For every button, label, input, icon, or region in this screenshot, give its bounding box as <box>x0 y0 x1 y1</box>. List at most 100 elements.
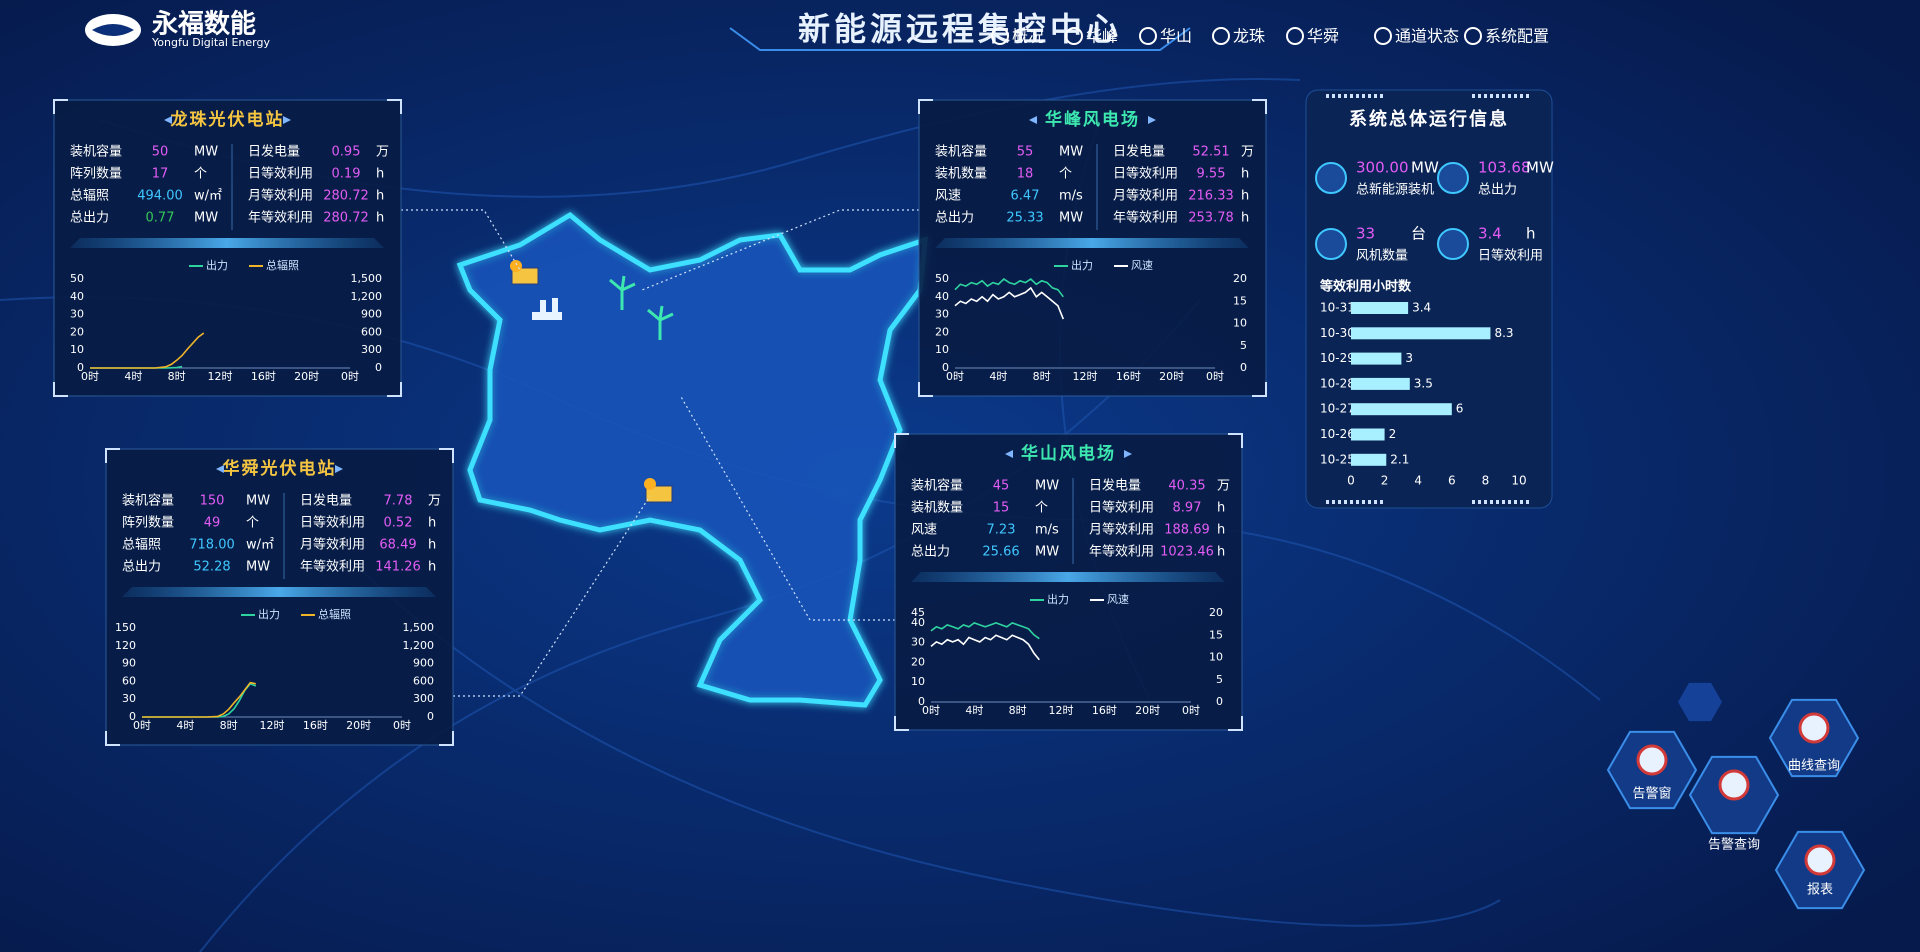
stat-value: 718.00 <box>189 538 235 553</box>
x-tick-label: 0时 <box>393 719 411 732</box>
button-label[interactable]: 告警窗 <box>1632 786 1671 802</box>
y2-tick-label: 300 <box>361 343 382 356</box>
button-icon[interactable] <box>1636 744 1668 776</box>
stat-label: 月等效利用 <box>300 537 365 553</box>
bar <box>1351 327 1491 340</box>
action-button[interactable]: 曲线查询 <box>1768 698 1860 778</box>
panel-bg <box>1305 89 1553 509</box>
stat-unit: h <box>376 211 384 226</box>
bar <box>1351 352 1402 365</box>
panel-corner <box>105 731 120 746</box>
panel-corner <box>387 99 402 114</box>
stat-value: 17 <box>152 167 169 182</box>
nav-icon[interactable] <box>1286 27 1304 45</box>
action-button[interactable]: 告警查询 <box>1688 755 1780 853</box>
stat-label: 装机容量 <box>70 144 122 160</box>
stat-value: 494.00 <box>137 189 183 204</box>
nav-icon[interactable] <box>1374 27 1392 45</box>
stat-unit: w/㎡ <box>194 189 222 204</box>
stat-value: 52.28 <box>193 560 230 575</box>
y-tick-label: 30 <box>911 636 925 649</box>
panel-corner <box>1252 382 1267 397</box>
action-button[interactable]: 告警窗 <box>1606 730 1698 810</box>
y-tick-label: 30 <box>70 308 84 321</box>
value-label: 2.1 <box>1390 452 1409 466</box>
button-icon[interactable] <box>1798 712 1830 744</box>
stat-icon <box>1437 162 1469 194</box>
nav-icon[interactable] <box>1139 27 1157 45</box>
y-tick-label: 0 <box>129 710 136 723</box>
stat-value: 7.78 <box>384 494 413 509</box>
panel-corner <box>439 448 454 463</box>
action-button[interactable]: 报表 <box>1774 830 1866 910</box>
stat-value: 141.26 <box>375 560 421 575</box>
nav-icon[interactable] <box>1065 27 1083 45</box>
x-tick-label: 16时 <box>1092 704 1117 717</box>
nav-item[interactable]: 概况 <box>991 27 1044 46</box>
nav-label[interactable]: 华峰 <box>1086 27 1118 46</box>
legend-label: 风速 <box>1107 593 1129 606</box>
nav-item[interactable]: 龙珠 <box>1212 27 1265 46</box>
y2-tick-label: 5 <box>1240 339 1247 352</box>
y-tick-label: 50 <box>935 272 949 285</box>
button-icon[interactable] <box>1718 769 1750 801</box>
nav-item[interactable]: 华峰 <box>1065 27 1118 46</box>
stat-value: 25.33 <box>1006 211 1043 226</box>
stat-label: 风速 <box>935 189 961 204</box>
x-tick-label: 8时 <box>1033 370 1051 383</box>
button-label[interactable]: 曲线查询 <box>1788 759 1840 774</box>
nav-label[interactable]: 华舜 <box>1307 27 1339 46</box>
button-icon[interactable] <box>1804 844 1836 876</box>
stat-label: 总出力 <box>122 560 161 575</box>
x-tick-label: 0时 <box>133 719 151 732</box>
nav-item[interactable]: 通道状态 <box>1374 27 1459 46</box>
x-tick-label: 0时 <box>1206 370 1224 383</box>
page-title: 新能源远程集控中心 <box>798 10 1122 48</box>
stat-value: 1023.46 <box>1160 545 1214 560</box>
stat-value: 50 <box>152 145 169 160</box>
button-label[interactable]: 报表 <box>1807 883 1833 898</box>
header: 永福数能 Yongfu Digital Energy 新能源远程集控中心 <box>0 9 1920 56</box>
stat-value: 300.00 <box>1356 159 1409 177</box>
stat-value: 280.72 <box>323 189 369 204</box>
panel-corner <box>918 99 933 114</box>
nav-label[interactable]: 龙珠 <box>1233 27 1265 46</box>
x-tick-label: 0时 <box>946 370 964 383</box>
x-tick-label: 0时 <box>1182 704 1200 717</box>
nav-icon[interactable] <box>991 27 1009 45</box>
y-tick-label: 30 <box>122 692 136 705</box>
x-tick-label: 16时 <box>251 370 276 383</box>
stat-unit: h <box>376 167 384 182</box>
nav-icon[interactable] <box>1212 27 1230 45</box>
deco-bar <box>122 587 436 597</box>
legend-label: 风速 <box>1131 259 1153 272</box>
stat-value: 0.52 <box>384 516 413 531</box>
stat-unit: 个 <box>1035 501 1048 516</box>
stat-icon <box>1315 162 1347 194</box>
y-tick-label: 40 <box>935 290 949 303</box>
nav-item[interactable]: 华舜 <box>1286 27 1339 46</box>
stat-value: 52.51 <box>1192 145 1229 160</box>
y-tick-label: 10 <box>911 675 925 688</box>
y2-tick-label: 15 <box>1209 628 1223 641</box>
stat-unit: h <box>428 538 436 553</box>
stat-label: 年等效利用 <box>248 210 313 226</box>
button-label[interactable]: 告警查询 <box>1708 837 1760 853</box>
nav-label[interactable]: 概况 <box>1012 27 1044 46</box>
nav-label[interactable]: 华山 <box>1160 27 1192 46</box>
nav-item[interactable]: 华山 <box>1139 27 1192 46</box>
category-label: 10-29 <box>1320 351 1355 365</box>
y-tick-label: 45 <box>911 606 925 619</box>
nav-item[interactable]: 系统配置 <box>1464 27 1549 46</box>
plant-icon <box>532 298 562 320</box>
stat-label: 装机数量 <box>935 167 987 182</box>
nav-label[interactable]: 通道状态 <box>1395 27 1459 46</box>
category-label: 10-28 <box>1320 376 1355 390</box>
nav-label[interactable]: 系统配置 <box>1485 27 1549 46</box>
stat-label: 月等效利用 <box>1089 522 1154 538</box>
panel-corner <box>918 382 933 397</box>
stat-label: 装机容量 <box>911 478 963 494</box>
x-tick-label: 0时 <box>81 370 99 383</box>
x-tick-label: 0 <box>1347 474 1355 488</box>
nav-icon[interactable] <box>1464 27 1482 45</box>
